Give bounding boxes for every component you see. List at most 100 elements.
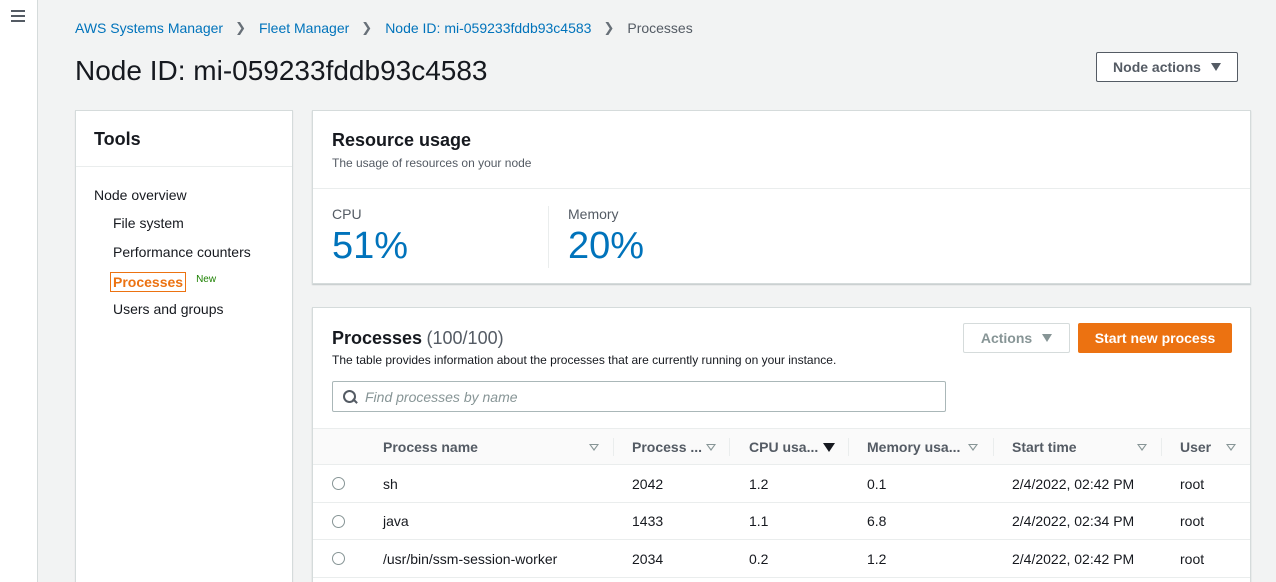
cell-process-name: sh (383, 475, 398, 492)
column-header-label: Process ... (632, 439, 703, 455)
chevron-right-icon: ❯ (235, 20, 246, 35)
breadcrumb-node-id[interactable]: Node ID: mi-059233fddb93c4583 (385, 20, 592, 36)
processes-panel: Processes (100/100) The table provides i… (312, 307, 1251, 582)
actions-label: Actions (980, 330, 1033, 346)
column-memory-usage[interactable]: Memory usa... (867, 429, 987, 465)
node-actions-label: Node actions (1113, 59, 1201, 75)
sort-icon-active (823, 443, 835, 452)
processes-description: The table provides information about the… (332, 353, 837, 367)
memory-metric: Memory 20% (548, 206, 848, 268)
column-start-time[interactable]: Start time (1012, 429, 1152, 465)
tools-item-users-and-groups[interactable]: Users and groups (76, 301, 292, 330)
tools-item-file-system[interactable]: File system (76, 215, 292, 244)
sort-icon (1137, 444, 1147, 451)
tools-panel: Tools Node overview File system Performa… (75, 110, 293, 582)
resource-usage-panel: Resource usage The usage of resources on… (312, 110, 1251, 284)
table-header: Process name Process ... CPU usa... Memo… (313, 428, 1250, 465)
column-header-label: CPU usa... (749, 439, 819, 455)
processes-title: Processes (100/100) (332, 328, 504, 349)
cell-cpu-usage: 0.2 (749, 550, 769, 567)
processes-heading: Processes (332, 328, 423, 348)
column-divider (993, 438, 994, 456)
column-process-id[interactable]: Process ... (632, 429, 732, 465)
cell-memory-usage: 6.8 (867, 513, 887, 529)
column-header-label: Memory usa... (867, 439, 961, 455)
caret-down-icon (1210, 63, 1221, 71)
cell-user: root (1180, 475, 1205, 492)
cell-start-time: 2/4/2022, 02:42 PM (1012, 550, 1135, 567)
row-radio-button[interactable] (332, 552, 345, 565)
processes-table: Process name Process ... CPU usa... Memo… (313, 428, 1250, 578)
column-user[interactable]: User (1180, 429, 1244, 465)
resource-usage-description: The usage of resources on your node (332, 156, 532, 170)
cell-user: root (1180, 513, 1205, 529)
sort-icon (706, 444, 716, 451)
column-divider (1161, 438, 1162, 456)
actions-button[interactable]: Actions (963, 323, 1070, 353)
node-actions-button[interactable]: Node actions (1096, 52, 1238, 82)
cpu-label: CPU (332, 206, 362, 222)
row-radio-button[interactable] (332, 477, 345, 490)
cell-process-id: 2042 (632, 475, 664, 492)
table-row: sh 2042 1.2 0.1 2/4/2022, 02:42 PM root (313, 465, 1250, 503)
resource-usage-header: Resource usage The usage of resources on… (313, 111, 1250, 189)
table-row: /usr/bin/ssm-session-worker 2034 0.2 1.2… (313, 540, 1250, 578)
start-new-process-button[interactable]: Start new process (1078, 323, 1232, 353)
column-divider (848, 438, 849, 456)
cell-cpu-usage: 1.2 (749, 475, 769, 492)
tools-item-label: Node overview (94, 187, 187, 203)
tools-list: Node overview File system Performance co… (76, 167, 292, 329)
column-divider (729, 438, 730, 456)
cpu-metric: CPU 51% (313, 206, 548, 268)
cell-process-id: 1433 (632, 513, 664, 529)
tools-item-label: Performance counters (113, 243, 251, 260)
side-nav-rail (0, 0, 38, 582)
column-process-name[interactable]: Process name (383, 429, 605, 465)
cell-process-name: java (383, 513, 409, 529)
processes-count: (100/100) (426, 328, 504, 348)
cell-cpu-usage: 1.1 (749, 513, 769, 529)
memory-value: 20% (568, 225, 645, 267)
hamburger-menu-icon[interactable] (11, 10, 25, 22)
cell-start-time: 2/4/2022, 02:34 PM (1012, 513, 1135, 529)
tools-item-label-active: Processes (110, 272, 187, 292)
row-radio-button[interactable] (332, 514, 345, 528)
cell-process-id: 2034 (632, 550, 664, 567)
search-box (332, 381, 946, 412)
column-header-label: Process name (383, 439, 478, 455)
breadcrumb: AWS Systems Manager ❯ Fleet Manager ❯ No… (75, 20, 693, 36)
column-cpu-usage[interactable]: CPU usa... (749, 429, 849, 465)
sort-icon (589, 444, 599, 451)
caret-down-icon (1042, 334, 1053, 342)
column-divider (613, 438, 614, 456)
cell-memory-usage: 1.2 (867, 550, 887, 567)
cell-start-time: 2/4/2022, 02:42 PM (1012, 475, 1135, 492)
tools-item-label: File system (113, 215, 184, 231)
cpu-value: 51% (332, 225, 409, 267)
memory-label: Memory (568, 206, 619, 222)
search-icon (343, 389, 357, 404)
cell-process-name: /usr/bin/ssm-session-worker (383, 550, 558, 567)
table-row: java 1433 1.1 6.8 2/4/2022, 02:34 PM roo… (313, 503, 1250, 540)
search-input[interactable] (365, 388, 925, 405)
tools-item-label: Users and groups (113, 300, 224, 317)
resource-usage-title: Resource usage (332, 130, 472, 150)
chevron-right-icon: ❯ (361, 20, 373, 35)
sort-icon (1226, 444, 1236, 451)
cell-user: root (1180, 550, 1205, 567)
new-badge: New (196, 274, 217, 285)
tools-title: Tools (76, 111, 292, 167)
resource-metrics: CPU 51% Memory 20% (313, 189, 1250, 268)
cell-memory-usage: 0.1 (867, 475, 887, 492)
chevron-right-icon: ❯ (603, 20, 615, 35)
tools-item-processes[interactable]: Processes New (76, 272, 292, 301)
page-title: Node ID: mi-059233fddb93c4583 (75, 55, 488, 86)
breadcrumb-current: Processes (627, 20, 693, 36)
column-header-label: User (1180, 439, 1212, 455)
column-header-label: Start time (1012, 439, 1077, 455)
breadcrumb-fleet-manager[interactable]: Fleet Manager (259, 20, 350, 36)
sort-icon (968, 444, 978, 451)
tools-item-performance-counters[interactable]: Performance counters (76, 244, 292, 273)
breadcrumb-systems-manager[interactable]: AWS Systems Manager (75, 20, 224, 36)
tools-item-node-overview[interactable]: Node overview (76, 187, 292, 215)
